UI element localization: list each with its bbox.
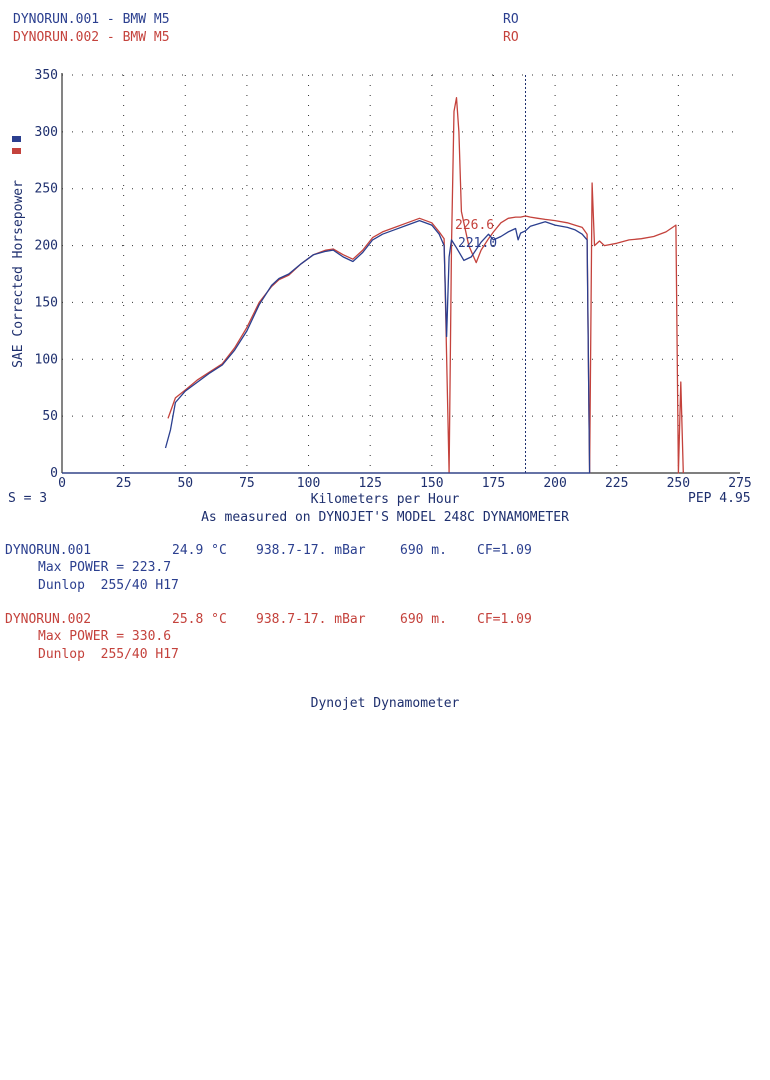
run1-cf: CF=1.09 <box>477 543 532 558</box>
x-tick-label-6: 150 <box>420 476 443 491</box>
run2-max-power: Max POWER = 330.6 <box>38 629 172 644</box>
cursor-value-run2: 226.6 <box>455 218 494 233</box>
x-tick-label-1: 25 <box>116 476 132 491</box>
run1-altitude: 690 m. <box>400 543 447 558</box>
y-tick-label-3: 150 <box>35 295 58 310</box>
y-tick-label-1: 50 <box>42 409 58 424</box>
pep-label: PEP 4.95 <box>688 491 751 506</box>
y-tick-label-4: 200 <box>35 239 58 254</box>
run2-cf: CF=1.09 <box>477 612 532 627</box>
y-axis-label: SAE Corrected Horsepower <box>11 180 26 368</box>
x-tick-label-11: 275 <box>728 476 751 491</box>
x-tick-label-7: 175 <box>482 476 505 491</box>
run2-temp: 25.8 °C <box>172 612 227 627</box>
series-line-run1 <box>62 219 591 474</box>
run2-pressure: 938.7-17. mBar <box>256 612 366 627</box>
run1-title: DYNORUN.001 - BMW M5 <box>13 12 170 27</box>
x-tick-label-9: 225 <box>605 476 628 491</box>
x-tick-label-5: 125 <box>358 476 381 491</box>
run2-tires: Dunlop 255/40 H17 <box>38 647 179 662</box>
run1-max-power: Max POWER = 223.7 <box>38 560 172 575</box>
dyno-chart: 0 25 50 75 100 125 150 175 200 225 250 275 0 50 100 150… <box>11 68 752 491</box>
x-tick-label-8: 200 <box>543 476 566 491</box>
run2-title: DYNORUN.002 - BMW M5 <box>13 30 170 45</box>
run1-pressure: 938.7-17. mBar <box>256 543 366 558</box>
legend-swatch-run2 <box>12 148 21 154</box>
x-axis-label: Kilometers per Hour <box>310 492 460 507</box>
chart-labels: 0 25 50 75 100 125 150 175 200 225 250 275 0 50 100 150… <box>11 68 752 491</box>
x-tick-label-2: 50 <box>177 476 193 491</box>
cursor-value-run1: 221.0 <box>458 236 497 251</box>
smoothing-label: S = 3 <box>8 491 48 506</box>
x-tick-label-4: 100 <box>297 476 320 491</box>
y-tick-label-5: 250 <box>35 182 58 197</box>
footer-brand: Dynojet Dynamometer <box>310 696 460 711</box>
y-tick-label-2: 100 <box>35 352 58 367</box>
run1-tires: Dunlop 255/40 H17 <box>38 578 179 593</box>
x-tick-label-0: 0 <box>58 476 66 491</box>
chart-subtitle: As measured on DYNOJET'S MODEL 248C DYNA… <box>201 510 569 525</box>
legend-swatch-run1 <box>12 136 21 142</box>
run2-code: RO <box>503 30 519 45</box>
x-tick-label-3: 75 <box>239 476 255 491</box>
series-line-run2 <box>167 97 684 474</box>
y-tick-label-7: 350 <box>35 68 58 83</box>
chart-axes <box>61 73 740 474</box>
y-tick-label-6: 300 <box>35 125 58 140</box>
chart-series <box>62 97 684 474</box>
run1-name: DYNORUN.001 <box>5 543 92 558</box>
x-tick-label-10: 250 <box>667 476 690 491</box>
run2-altitude: 690 m. <box>400 612 447 627</box>
y-tick-label-0: 0 <box>50 466 58 481</box>
run1-code: RO <box>503 12 519 27</box>
chart-grid <box>62 74 740 473</box>
run2-name: DYNORUN.002 <box>5 612 92 627</box>
run1-temp: 24.9 °C <box>172 543 227 558</box>
